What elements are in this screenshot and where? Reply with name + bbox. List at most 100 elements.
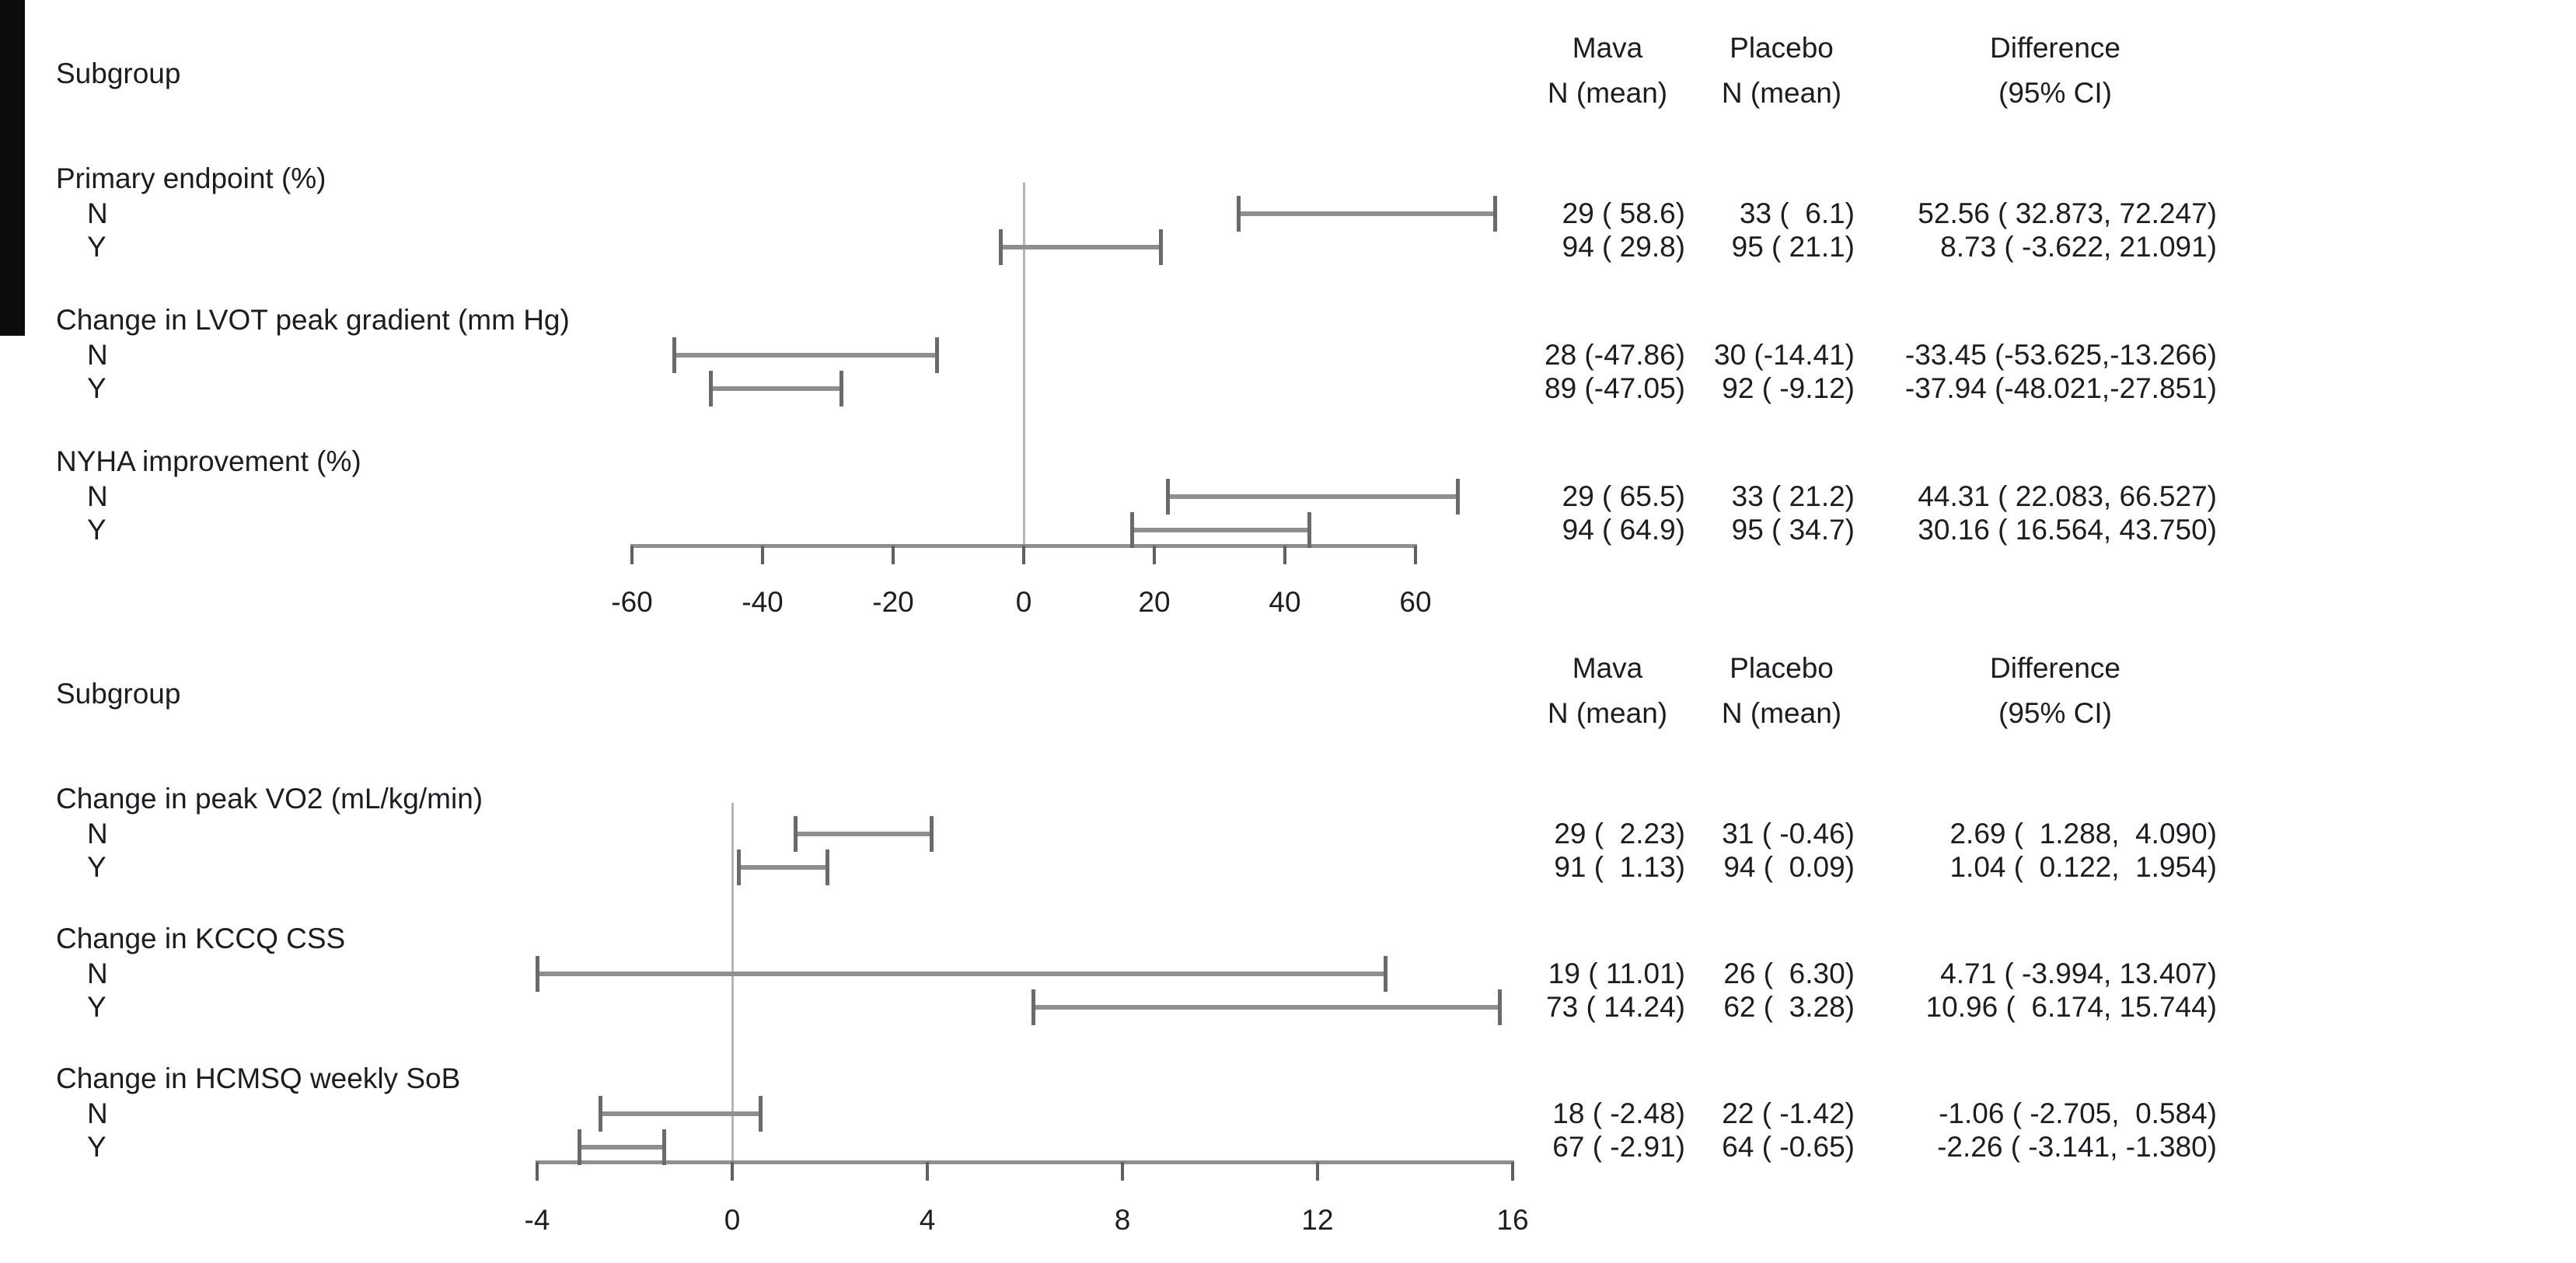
x-axis-tick-label: 16 <box>1496 1204 1529 1236</box>
ci-cap-left <box>1031 989 1036 1025</box>
difference-cell: -33.45 (-53.625,-13.266) <box>1904 339 2217 371</box>
x-axis-tick-label: -60 <box>611 586 653 618</box>
ci-line <box>794 832 932 836</box>
ci-cap-left <box>736 850 741 885</box>
ci-cap-right <box>1492 196 1497 232</box>
ci-line <box>673 353 937 358</box>
placebo-cell: 33 ( 21.2) <box>1731 480 1855 512</box>
x-axis-tick-label: 4 <box>919 1204 936 1236</box>
ci-cap-right <box>1497 989 1502 1025</box>
estimate-marker <box>0 252 25 280</box>
section-label: NYHA improvement (%) <box>56 445 361 477</box>
section-label: Change in KCCQ CSS <box>56 923 346 954</box>
estimate-marker <box>0 140 25 168</box>
mava-cell: 18 ( -2.48) <box>1552 1097 1685 1129</box>
placebo-cell: 95 ( 34.7) <box>1731 514 1855 546</box>
row-level-label: N <box>87 1097 108 1129</box>
placebo-cell: 62 ( 3.28) <box>1723 991 1855 1023</box>
ci-line <box>1168 494 1458 499</box>
x-axis-tick-label: 12 <box>1301 1204 1334 1236</box>
row-level-label: N <box>87 339 108 371</box>
column-header-placebo-subtitle: N (mean) <box>1721 697 1842 729</box>
mava-cell: 94 ( 29.8) <box>1562 231 1685 263</box>
x-axis-tick <box>1316 1162 1319 1181</box>
zero-reference-line <box>731 803 734 1162</box>
ci-cap-left <box>1237 196 1241 232</box>
ci-line <box>600 1111 761 1116</box>
ci-cap-left <box>672 337 676 373</box>
ci-cap-right <box>1384 956 1388 992</box>
row-level-label: Y <box>87 231 106 263</box>
x-axis-tick-label: 60 <box>1399 586 1432 618</box>
x-axis-tick <box>536 1162 539 1181</box>
ci-cap-right <box>1307 512 1311 548</box>
x-axis-tick <box>1121 1162 1124 1181</box>
ci-line <box>1238 211 1496 216</box>
placebo-cell: 30 (-14.41) <box>1714 339 1855 371</box>
row-level-label: N <box>87 197 108 229</box>
difference-cell: 44.31 ( 22.083, 66.527) <box>1918 480 2217 512</box>
section-label: Primary endpoint (%) <box>56 162 326 194</box>
x-axis-tick <box>1153 546 1156 564</box>
ci-cap-left <box>708 371 713 406</box>
ci-cap-left <box>998 229 1003 265</box>
mava-cell: 73 ( 14.24) <box>1546 991 1685 1023</box>
ci-cap-right <box>1455 479 1460 515</box>
difference-cell: 4.71 ( -3.994, 13.407) <box>1940 958 2217 989</box>
difference-cell: 30.16 ( 16.564, 43.750) <box>1918 514 2217 546</box>
mava-cell: 94 ( 64.9) <box>1562 514 1685 546</box>
difference-cell: 52.56 ( 32.873, 72.247) <box>1918 197 2217 229</box>
estimate-marker <box>0 84 25 112</box>
x-axis-tick-label: -40 <box>742 586 784 618</box>
row-level-label: N <box>87 480 108 512</box>
estimate-marker <box>0 56 25 84</box>
column-header-mava-subtitle: N (mean) <box>1547 77 1668 109</box>
subgroup-column-header: Subgroup <box>56 58 181 89</box>
placebo-cell: 92 ( -9.12) <box>1722 372 1855 404</box>
x-axis-tick-label: 20 <box>1138 586 1171 618</box>
column-header-difference-subtitle: (95% CI) <box>1998 77 2112 109</box>
column-header-placebo-title: Placebo <box>1730 652 1834 684</box>
row-level-label: Y <box>87 372 106 404</box>
zero-reference-line <box>1023 183 1025 546</box>
x-axis-tick <box>926 1162 929 1181</box>
difference-cell: 1.04 ( 0.122, 1.954) <box>1949 851 2217 883</box>
difference-cell: -37.94 (-48.021,-27.851) <box>1904 372 2217 404</box>
placebo-cell: 33 ( 6.1) <box>1739 197 1855 229</box>
mava-cell: 28 (-47.86) <box>1545 339 1685 371</box>
ci-cap-right <box>758 1096 763 1132</box>
ci-line <box>710 386 843 391</box>
ci-cap-right <box>929 816 934 852</box>
column-header-placebo-subtitle: N (mean) <box>1721 77 1842 109</box>
estimate-marker <box>0 0 25 28</box>
difference-cell: -2.26 ( -3.141, -1.380) <box>1937 1131 2217 1163</box>
mava-cell: 29 ( 65.5) <box>1562 480 1685 512</box>
ci-cap-right <box>839 371 844 406</box>
estimate-marker <box>0 112 25 140</box>
row-level-label: Y <box>87 514 106 546</box>
placebo-cell: 22 ( -1.42) <box>1722 1097 1855 1129</box>
row-level-label: Y <box>87 991 106 1023</box>
placebo-cell: 31 ( -0.46) <box>1722 818 1855 850</box>
row-level-label: Y <box>87 851 106 883</box>
x-axis-line <box>536 1160 1514 1164</box>
estimate-marker <box>0 308 25 336</box>
x-axis-tick-label: 8 <box>1114 1204 1131 1236</box>
placebo-cell: 26 ( 6.30) <box>1723 958 1855 989</box>
row-level-label: Y <box>87 1131 106 1163</box>
estimate-marker <box>0 224 25 252</box>
mava-cell: 19 ( 11.01) <box>1548 958 1685 989</box>
column-header-mava-subtitle: N (mean) <box>1547 697 1668 729</box>
ci-cap-right <box>934 337 939 373</box>
ci-line <box>578 1145 665 1150</box>
ci-cap-left <box>793 816 798 852</box>
placebo-cell: 95 ( 21.1) <box>1731 231 1855 263</box>
column-header-difference-title: Difference <box>1990 32 2120 64</box>
row-level-label: N <box>87 818 108 850</box>
ci-line <box>537 972 1387 976</box>
x-axis-tick <box>1283 546 1286 564</box>
x-axis-tick <box>731 1162 734 1181</box>
ci-cap-right <box>662 1129 667 1165</box>
column-header-difference-subtitle: (95% CI) <box>1998 697 2112 729</box>
